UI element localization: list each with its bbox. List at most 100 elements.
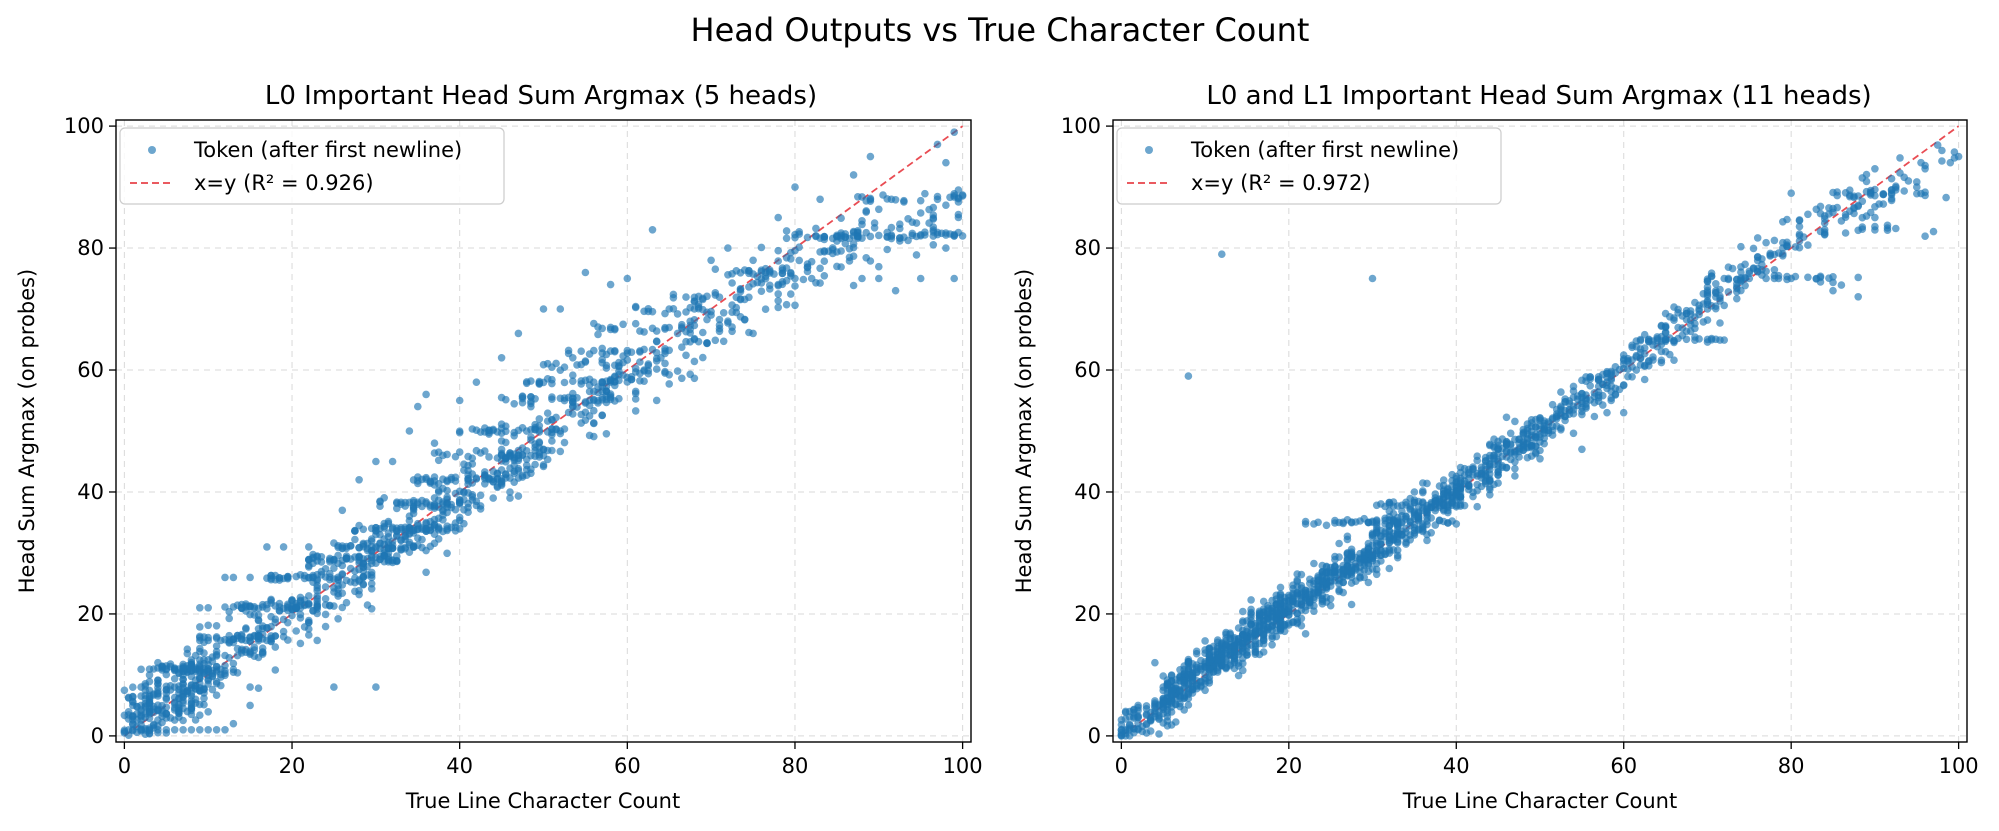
data-point [225, 614, 233, 623]
data-point [1607, 394, 1615, 403]
data-point [1917, 158, 1925, 167]
data-point [372, 683, 380, 691]
data-point [665, 305, 673, 313]
data-point [200, 633, 208, 641]
data-point [313, 587, 322, 595]
data-point [351, 527, 359, 535]
data-point [682, 293, 690, 301]
data-point [338, 603, 347, 612]
data-point [1322, 521, 1331, 530]
data-point [476, 491, 485, 500]
data-point [376, 498, 384, 506]
data-point [1795, 216, 1804, 224]
data-point [1339, 519, 1347, 528]
data-point [351, 535, 359, 544]
data-point [212, 622, 221, 630]
data-point [1360, 566, 1368, 574]
data-point [757, 267, 766, 276]
data-point [1636, 335, 1645, 344]
data-point [1678, 324, 1687, 332]
data-point [430, 539, 439, 548]
data-point [1192, 647, 1201, 656]
data-point [929, 241, 938, 249]
data-point [1536, 446, 1544, 455]
data-point [1787, 189, 1795, 197]
data-point [1795, 232, 1804, 240]
data-point [187, 710, 196, 719]
data-point [313, 601, 322, 610]
data-point [518, 393, 527, 401]
data-point [1569, 382, 1578, 391]
data-point [363, 571, 372, 579]
data-point [1506, 429, 1515, 438]
data-point [1167, 671, 1176, 679]
data-point [858, 193, 866, 201]
data-point [1816, 202, 1825, 211]
data-point [1511, 464, 1519, 473]
data-point [631, 395, 640, 403]
data-point [1770, 274, 1779, 283]
data-point [212, 650, 221, 659]
data-point [170, 716, 179, 724]
data-point [548, 416, 556, 424]
data-point [1682, 335, 1691, 344]
data-point [543, 409, 552, 418]
data-point [1205, 651, 1214, 660]
data-point [430, 439, 439, 448]
data-point [1272, 609, 1281, 618]
data-point [514, 426, 523, 435]
data-point [137, 683, 145, 691]
data-point [791, 301, 799, 310]
data-point [271, 643, 280, 651]
data-point [305, 625, 313, 633]
data-point [1419, 488, 1427, 497]
data-point [485, 426, 493, 435]
data-point [275, 606, 284, 615]
data-point [577, 377, 585, 385]
data-point [1933, 141, 1942, 149]
data-point [305, 631, 313, 639]
data-point [221, 726, 229, 734]
y-tick-label: 80 [77, 236, 104, 260]
data-point [652, 365, 661, 373]
data-point [569, 377, 577, 386]
data-point [1594, 373, 1603, 381]
data-point [548, 437, 556, 445]
data-point [1603, 408, 1611, 417]
data-point [1900, 187, 1908, 195]
data-point [1310, 602, 1318, 610]
data-point [1213, 668, 1222, 676]
data-point [761, 305, 770, 314]
data-point [816, 195, 824, 204]
data-point [422, 546, 430, 555]
data-point [170, 683, 179, 691]
data-point [1850, 203, 1858, 212]
data-point [338, 506, 347, 515]
data-point [1913, 183, 1921, 191]
data-point [1306, 594, 1314, 602]
data-point [1753, 253, 1762, 261]
data-point [807, 274, 816, 283]
data-point [1205, 673, 1214, 681]
data-point [305, 601, 313, 609]
data-point [673, 310, 682, 318]
data-point [372, 457, 380, 466]
data-point [1410, 531, 1419, 539]
data-point [1749, 244, 1758, 253]
data-point [271, 666, 280, 674]
data-point [263, 543, 271, 551]
data-point [510, 478, 518, 487]
data-point [606, 280, 615, 289]
data-point [749, 329, 757, 338]
data-point [305, 543, 313, 551]
data-point [1913, 189, 1921, 198]
data-point [414, 498, 422, 507]
data-point [1841, 213, 1850, 221]
data-point [1314, 591, 1322, 599]
data-point [887, 195, 896, 204]
data-point [1297, 570, 1306, 579]
data-point [1259, 636, 1268, 645]
data-point [837, 214, 845, 222]
y-ticks: 0 20 40 60 80 100 [1061, 114, 1113, 748]
data-point [321, 595, 330, 603]
